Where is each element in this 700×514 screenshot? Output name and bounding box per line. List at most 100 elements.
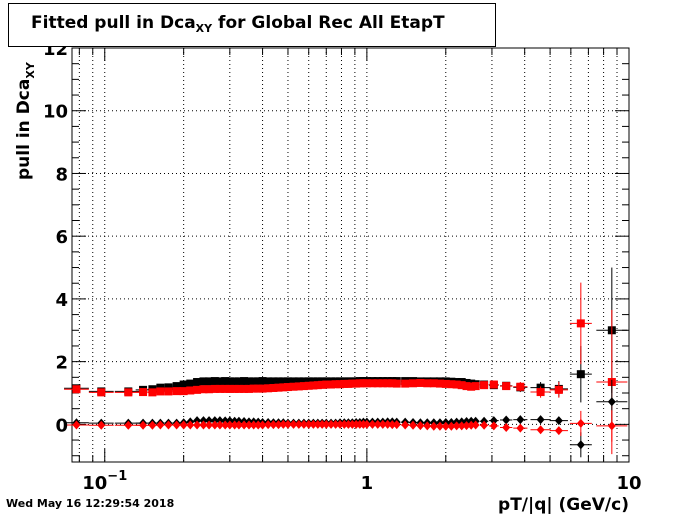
data-point — [269, 420, 278, 430]
data-point — [124, 420, 133, 430]
data-point — [304, 377, 313, 386]
data-point — [254, 377, 263, 386]
data-point — [299, 382, 308, 391]
data-point — [225, 384, 234, 393]
data-point — [289, 382, 298, 391]
data-point — [452, 421, 461, 431]
data-point — [156, 387, 165, 396]
data-point — [179, 387, 188, 396]
data-point — [336, 419, 345, 429]
data-point — [225, 377, 234, 386]
data-point — [254, 384, 263, 393]
data-point — [554, 426, 563, 436]
data-point — [435, 421, 444, 431]
y-axis-label-group: pull in DcaXY — [14, 61, 37, 180]
data-point — [294, 382, 303, 391]
data-point — [327, 380, 336, 389]
data-point — [193, 385, 202, 394]
data-point — [72, 385, 81, 394]
data-point — [179, 380, 188, 389]
data-point — [164, 420, 173, 430]
data-point — [392, 379, 401, 388]
data-point — [264, 420, 273, 430]
title-sub: XY — [195, 22, 213, 35]
axis-ticks — [72, 47, 629, 462]
data-point — [471, 382, 480, 391]
data-point — [554, 416, 563, 426]
x-tick-label: 10 — [616, 473, 641, 494]
x-tick-label: 10−1 — [82, 469, 127, 494]
data-point — [258, 377, 267, 386]
data-point — [279, 383, 288, 392]
data-point — [462, 421, 471, 431]
data-point — [139, 420, 148, 430]
data-point — [447, 421, 456, 431]
y-axis-label: pull in DcaXY — [14, 61, 37, 180]
data-point — [313, 419, 322, 429]
data-point — [244, 420, 253, 430]
data-point — [210, 377, 219, 386]
data-point — [279, 419, 288, 429]
data-point — [480, 420, 489, 430]
data-point — [607, 421, 616, 431]
title-rest: for Global Rec All EtapT — [212, 13, 445, 33]
data-point — [322, 419, 331, 429]
data-point — [210, 384, 219, 393]
data-point — [409, 420, 418, 430]
data-point — [221, 384, 230, 393]
data-point — [452, 380, 461, 389]
data-point — [516, 382, 525, 391]
data-point — [283, 383, 292, 392]
data-point — [234, 377, 243, 386]
data-point — [148, 420, 157, 430]
data-point — [480, 381, 489, 390]
data-marks — [64, 267, 628, 458]
data-point — [230, 420, 239, 430]
data-point — [373, 379, 382, 388]
data-point — [576, 418, 585, 428]
data-point — [392, 420, 401, 430]
data-point — [362, 379, 371, 388]
data-point — [388, 379, 397, 388]
data-point — [502, 382, 511, 391]
data-point — [331, 380, 340, 389]
data-point — [179, 420, 188, 430]
series-1 — [64, 282, 628, 455]
data-point — [186, 379, 195, 388]
data-point — [269, 377, 278, 386]
data-point — [318, 380, 327, 389]
data-point — [423, 379, 432, 388]
data-point — [416, 378, 425, 387]
data-point — [258, 420, 267, 430]
data-point — [489, 421, 498, 431]
data-point — [536, 425, 545, 435]
data-point — [289, 377, 298, 386]
data-point — [269, 383, 278, 392]
data-point — [322, 380, 331, 389]
data-point — [249, 420, 258, 430]
data-point — [441, 421, 450, 431]
data-point — [489, 416, 498, 426]
data-point — [193, 420, 202, 430]
data-point — [274, 383, 283, 392]
data-point — [378, 379, 387, 388]
data-point — [368, 419, 377, 429]
data-point — [309, 381, 318, 390]
data-point — [279, 377, 288, 386]
data-point — [318, 419, 327, 429]
data-point — [283, 419, 292, 429]
y-axis-label-main: pull in Dca — [14, 79, 34, 180]
data-point — [536, 415, 545, 425]
data-point — [221, 377, 230, 386]
data-point — [340, 379, 349, 388]
title-box: Fitted pull in DcaXY for Global Rec All … — [8, 3, 496, 47]
data-point — [401, 420, 410, 430]
data-point — [294, 419, 303, 429]
data-point — [467, 382, 476, 391]
data-point — [97, 420, 106, 430]
data-point — [457, 381, 466, 390]
data-point — [249, 384, 258, 393]
data-point — [199, 377, 208, 386]
